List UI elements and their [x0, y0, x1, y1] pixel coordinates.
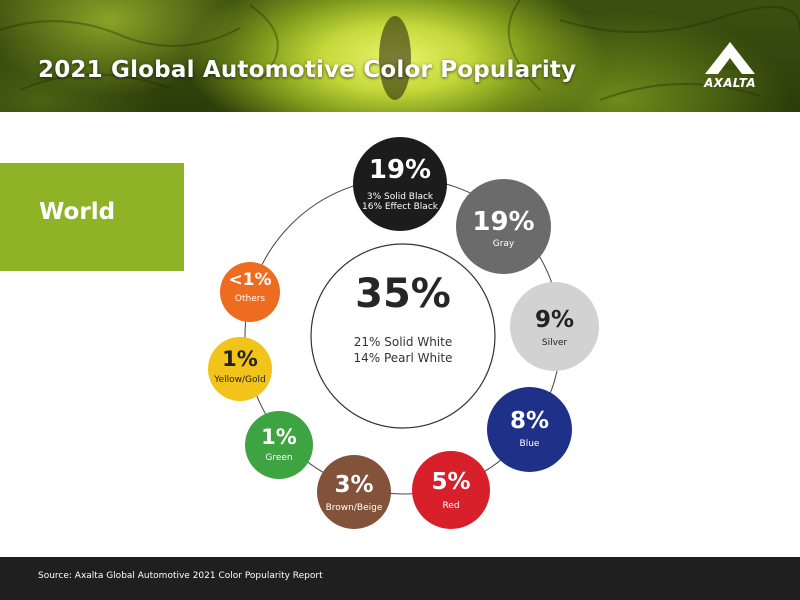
bubble-value-green: 1% — [261, 425, 297, 449]
bubble-yellow-gold: 1% Yellow/Gold — [208, 337, 272, 401]
region-panel: World — [0, 163, 184, 271]
bubble-value-blue: 8% — [509, 408, 550, 434]
bubble-detail-line: Silver — [541, 338, 568, 348]
bubble-detail-line: Brown/Beige — [325, 503, 383, 513]
bubble-detail-brown-beige: Brown/Beige — [317, 503, 391, 513]
bubble-detail-line: Yellow/Gold — [214, 375, 266, 385]
bubble-detail-line: Green — [265, 453, 293, 463]
bubble-value-red: 5% — [431, 469, 471, 495]
bubble-detail-yellow-gold: Yellow/Gold — [208, 375, 272, 385]
center-line-2: 14% Pearl White — [353, 351, 453, 365]
axalta-logo-icon — [705, 42, 755, 74]
bubble-detail-green: Green — [245, 453, 313, 463]
bubble-detail-others: Others — [220, 294, 280, 304]
bubble-black: 19% 3% Solid Black 16% Effect Black — [353, 137, 447, 231]
bubble-detail-line: Red — [442, 501, 460, 511]
bubble-value-brown-beige: 3% — [334, 472, 374, 498]
center-line-1: 21% Solid White — [353, 335, 453, 349]
bubble-detail-black: 3% Solid Black 16% Effect Black — [353, 192, 447, 213]
bubble-detail-blue: Blue — [487, 439, 572, 449]
bubble-value-gray: 19% — [472, 207, 535, 237]
region-label: World — [39, 199, 116, 225]
axalta-logo-text: AXALTA — [704, 76, 756, 90]
bubble-gray: 19% Gray — [456, 179, 551, 274]
bubble-others: <1% Others — [220, 262, 280, 322]
bubble-value-silver: 9% — [534, 307, 575, 333]
bubble-detail-line: 3% Solid Black — [366, 192, 434, 202]
footer-bar: Source: Axalta Global Automotive 2021 Co… — [0, 557, 800, 600]
bubble-detail-silver: Silver — [510, 338, 599, 348]
bubble-blue: 8% Blue — [487, 387, 572, 472]
center-white-bubble: 35% 21% Solid White 14% Pearl White — [311, 244, 495, 428]
center-circle — [310, 243, 496, 429]
bubble-value-black: 19% — [368, 155, 432, 185]
bubble-silver: 9% Silver — [510, 282, 599, 371]
source-note: Source: Axalta Global Automotive 2021 Co… — [38, 571, 323, 581]
bubble-detail-line: Others — [234, 294, 266, 304]
bubble-green: 1% Green — [245, 411, 313, 479]
bubble-detail-line: Blue — [519, 439, 540, 449]
center-value: 35% — [355, 271, 451, 317]
bubble-detail-line: 16% Effect Black — [362, 202, 438, 213]
page-title: 2021 Global Automotive Color Popularity — [38, 57, 577, 83]
bubble-value-yellow-gold: 1% — [222, 347, 258, 371]
bubble-detail-gray: Gray — [456, 239, 551, 249]
bubble-detail-red: Red — [412, 501, 490, 511]
bubble-red: 5% Red — [412, 451, 490, 529]
bubble-value-others: <1% — [228, 270, 272, 290]
bubble-detail-line: Gray — [492, 239, 515, 249]
header-banner: 2021 Global Automotive Color Popularity … — [0, 0, 800, 112]
reptile-eye-texture — [0, 0, 800, 101]
bubble-brown-beige: 3% Brown/Beige — [317, 455, 391, 529]
